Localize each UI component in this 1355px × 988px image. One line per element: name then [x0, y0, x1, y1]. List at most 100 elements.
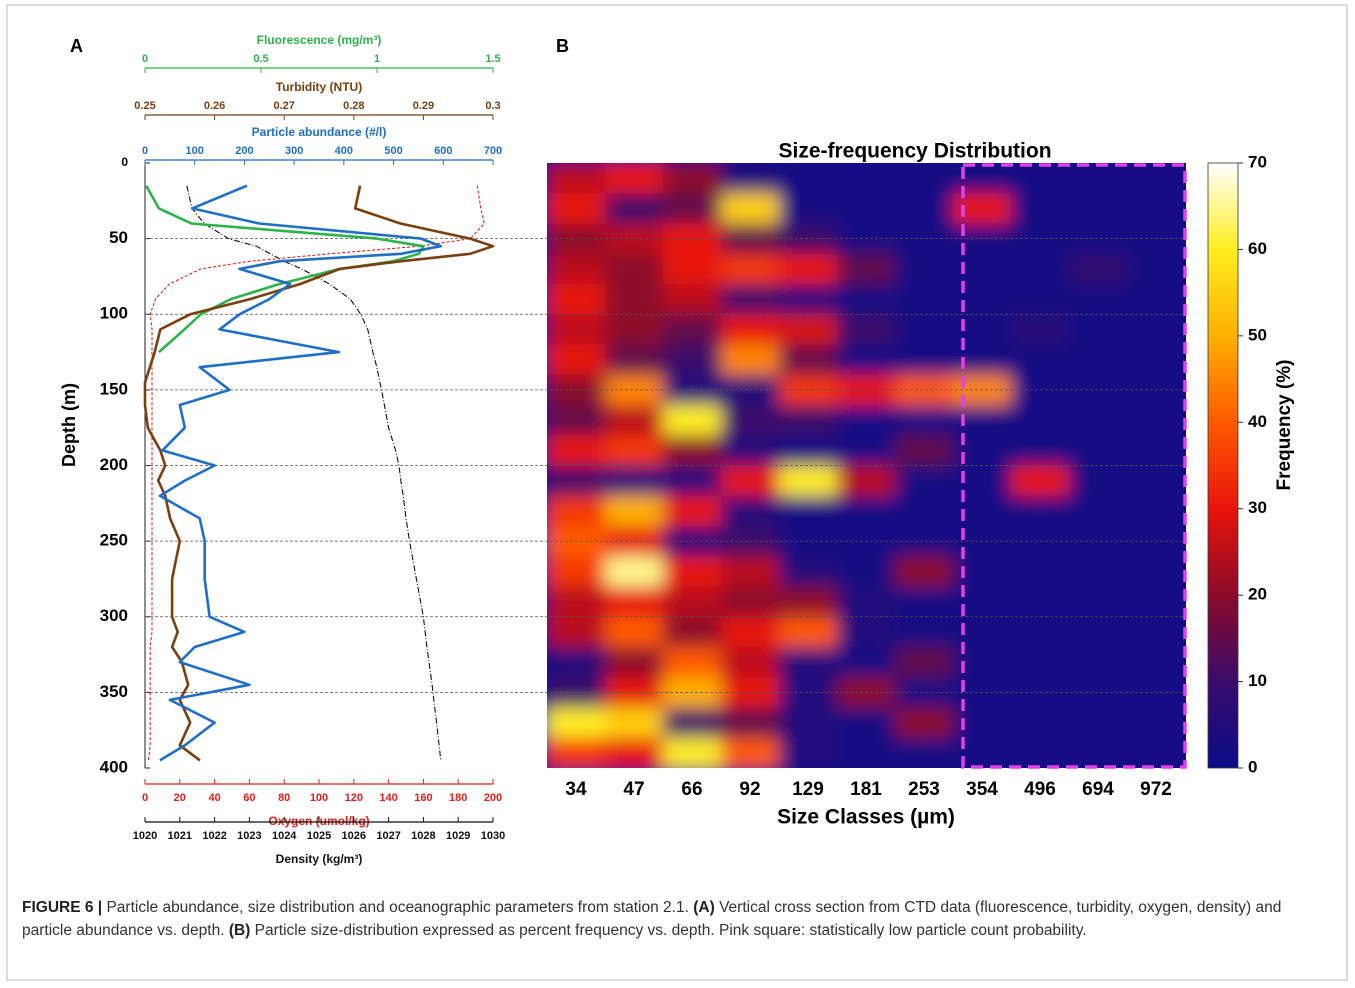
heatmap-cell: [547, 344, 606, 376]
caption-label: FIGURE 6 |: [22, 899, 103, 916]
heatmap-cell: [1011, 163, 1070, 194]
heatmap-cell: [1069, 405, 1128, 436]
heatmap-cell: [605, 314, 664, 345]
heatmap-cell: [721, 556, 780, 587]
x-tick-label: 400: [335, 145, 353, 157]
heatmap-cell: [1069, 465, 1128, 497]
x-tick-label: 0.28: [343, 100, 364, 112]
heatmap-cell: [1127, 314, 1186, 345]
caption-text: Vertical cross section from CTD data (fl…: [22, 899, 1282, 939]
x-tick-label: 700: [484, 145, 502, 157]
heatmap-cell: [1011, 405, 1070, 436]
heatmap-cell: [1011, 737, 1070, 768]
heatmap-cell: [721, 253, 780, 285]
colorbar-tick-label: 60: [1248, 239, 1267, 258]
heatmap-cell: [837, 616, 896, 648]
heatmap-cell: [663, 344, 722, 376]
y-tick-label: 50: [109, 228, 128, 247]
heatmap-cell: [1011, 556, 1070, 587]
heatmap-cell: [895, 163, 954, 194]
x-tick-label: 0: [142, 792, 148, 804]
x-tick-label: 180: [449, 792, 467, 804]
heatmap-cell: [605, 495, 664, 527]
heatmap-cell: [1069, 616, 1128, 648]
heatmap-cell: [1069, 314, 1128, 345]
heatmap-cell: [1127, 253, 1186, 285]
x-tick-label: 1030: [481, 830, 505, 842]
heatmap-cell: [721, 586, 780, 618]
heatmap-cell: [663, 284, 722, 315]
x-tick-label: 60: [243, 792, 255, 804]
heatmap-cell: [663, 737, 722, 768]
heatmap-cell: [779, 495, 838, 527]
heatmap-cell: [895, 495, 954, 527]
heatmap-cell: [779, 163, 838, 194]
x-tick-label: 140: [379, 792, 397, 804]
heatmap-cell: [721, 405, 780, 436]
x-tick-label: 496: [1024, 779, 1056, 800]
heatmap-cell: [721, 616, 780, 648]
heatmap-cell: [1127, 707, 1186, 739]
heatmap-cell: [1011, 707, 1070, 739]
colorbar-tick-label: 40: [1248, 412, 1267, 431]
heatmap-cell: [605, 163, 664, 194]
heatmap-cell: [605, 465, 664, 497]
heatmap-cell: [1127, 435, 1186, 466]
heatmap-cell: [663, 314, 722, 345]
heatmap-cell: [547, 647, 606, 678]
heatmap-cell: [1069, 344, 1128, 376]
frame: [6, 4, 1348, 981]
heatmap-cell: [663, 405, 722, 436]
heatmap-cell: [895, 526, 954, 557]
heatmap-cell: [1069, 707, 1128, 739]
x-axis-label: Fluorescence (mg/m³): [257, 33, 382, 47]
x-tick-label: 1027: [376, 830, 400, 842]
x-tick-label: 100: [186, 145, 204, 157]
heatmap-cell: [1069, 284, 1128, 315]
heatmap-cell: [779, 193, 838, 224]
heatmap-cell: [779, 586, 838, 618]
x-axis-label: Turbidity (NTU): [276, 80, 362, 94]
x-tick-label: 80: [278, 792, 290, 804]
x-tick-label: 600: [434, 145, 452, 157]
heatmap-cell: [547, 616, 606, 648]
heatmap-cell: [779, 253, 838, 285]
heatmap-cell: [1127, 495, 1186, 527]
heatmap-cell: [1069, 556, 1128, 587]
x-tick-label: 92: [739, 779, 760, 800]
heatmap-cell: [1011, 647, 1070, 678]
heatmap-cell: [1127, 616, 1186, 648]
heatmap-cell: [547, 465, 606, 497]
x-tick-label: 694: [1082, 779, 1114, 800]
heatmap-cell: [895, 435, 954, 466]
colorbar-tick-label: 10: [1248, 671, 1267, 690]
heatmap-cell: [1127, 405, 1186, 436]
heatmap-cell: [837, 193, 896, 224]
y-tick-label: 300: [100, 606, 128, 625]
heatmap-cell: [721, 737, 780, 768]
heatmap-cell: [663, 465, 722, 497]
x-tick-label: 181: [850, 779, 882, 800]
heatmap-cell: [1127, 344, 1186, 376]
x-tick-label: 200: [235, 145, 253, 157]
y-tick-label: 400: [100, 757, 128, 776]
x-tick-label: 34: [565, 779, 587, 800]
y-tick-label: 200: [100, 455, 128, 474]
heatmap-cell: [895, 677, 954, 708]
x-tick-label: 1020: [133, 830, 157, 842]
heatmap-cell: [1127, 163, 1186, 194]
x-tick-label: 1023: [237, 830, 261, 842]
caption: FIGURE 6 | Particle abundance, size dist…: [22, 896, 1327, 942]
heatmap-cell: [895, 556, 954, 587]
panel-label: A: [70, 36, 83, 56]
heatmap-cell: [1011, 586, 1070, 618]
data-line: [158, 184, 443, 762]
heatmap-cell: [895, 616, 954, 648]
caption-text: Particle size-distribution expressed as …: [254, 922, 1087, 939]
x-tick-label: 253: [908, 779, 940, 800]
heatmap-cell: [1069, 253, 1128, 285]
heatmap-cell: [837, 284, 896, 315]
heatmap-cell: [721, 647, 780, 678]
y-tick-label: 150: [100, 379, 128, 398]
